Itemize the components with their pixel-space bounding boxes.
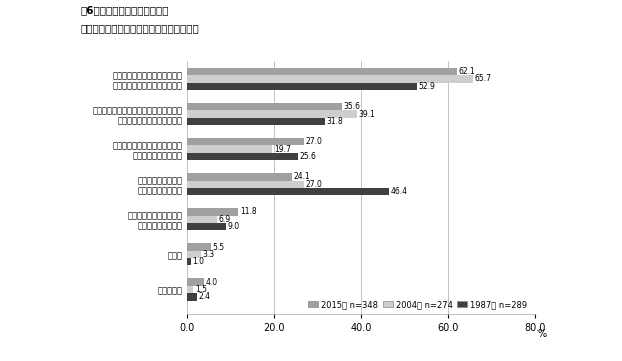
Text: 9.0: 9.0 [228, 222, 239, 231]
Bar [187, 188, 389, 195]
Text: 図6　調査が信用できない理由: 図6 調査が信用できない理由 [81, 5, 169, 16]
Bar [187, 278, 204, 286]
Bar [187, 83, 417, 90]
Text: 「信用できないと思うのはなぜですか。」: 「信用できないと思うのはなぜですか。」 [81, 23, 200, 34]
Text: 5.5: 5.5 [212, 243, 225, 252]
Text: 25.6: 25.6 [300, 152, 317, 161]
Text: 24.1: 24.1 [294, 172, 310, 181]
Text: 4.0: 4.0 [206, 278, 218, 287]
Text: 27.0: 27.0 [306, 137, 323, 146]
Legend: 2015年 n=348, 2004年 n=274, 1987年 n=289: 2015年 n=348, 2004年 n=274, 1987年 n=289 [305, 297, 531, 312]
Text: 35.6: 35.6 [343, 102, 360, 111]
Text: 6.9: 6.9 [218, 215, 231, 224]
Bar [187, 110, 357, 118]
Bar [187, 251, 201, 258]
Text: 65.7: 65.7 [475, 74, 491, 83]
Text: 1.0: 1.0 [193, 257, 205, 266]
Bar [187, 180, 304, 188]
Text: 19.7: 19.7 [274, 145, 291, 154]
Bar [187, 145, 272, 153]
Bar [187, 153, 298, 160]
Bar [187, 223, 226, 230]
Text: 31.8: 31.8 [327, 117, 343, 126]
Text: 46.4: 46.4 [391, 187, 407, 196]
Text: %: % [537, 329, 546, 339]
Text: 1.5: 1.5 [195, 285, 207, 294]
Bar [187, 216, 216, 223]
Bar [187, 75, 473, 83]
Text: 11.8: 11.8 [239, 208, 256, 217]
Text: 62.1: 62.1 [459, 67, 475, 76]
Bar [187, 103, 341, 110]
Text: 52.9: 52.9 [419, 82, 435, 91]
Text: 27.0: 27.0 [306, 180, 323, 189]
Bar [187, 258, 191, 265]
Text: 39.1: 39.1 [358, 109, 376, 118]
Bar [187, 118, 325, 125]
Bar [187, 243, 210, 251]
Bar [187, 293, 197, 301]
Bar [187, 208, 238, 216]
Bar [187, 286, 193, 293]
Text: 2.4: 2.4 [199, 292, 211, 301]
Bar [187, 68, 457, 75]
Text: 3.3: 3.3 [203, 250, 215, 259]
Bar [187, 138, 304, 145]
Bar [187, 173, 292, 180]
